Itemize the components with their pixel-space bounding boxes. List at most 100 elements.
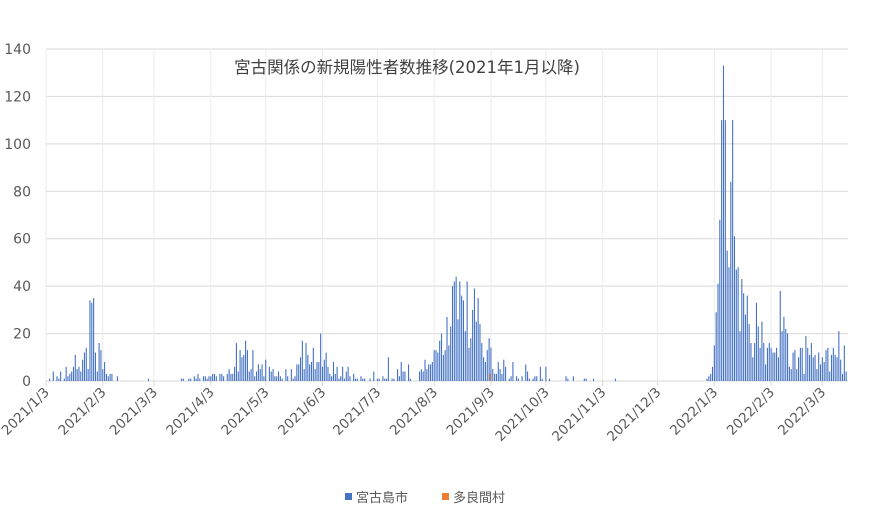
bar-miyakojima — [63, 378, 65, 381]
bar-miyakojima — [466, 281, 468, 381]
bar-miyakojima — [265, 359, 267, 381]
bar-miyakojima — [58, 378, 60, 381]
bar-miyakojima — [67, 376, 69, 381]
bar-miyakojima — [393, 378, 395, 381]
bar-miyakojima — [748, 324, 750, 381]
bar-miyakojima — [492, 369, 494, 381]
bars — [49, 65, 847, 382]
bar-miyakojima — [431, 362, 433, 381]
bar-miyakojima — [477, 298, 479, 381]
bar-miyakojima — [840, 359, 842, 381]
bar-miyakojima — [202, 376, 205, 381]
bar-miyakojima — [332, 362, 335, 381]
bar-miyakojima — [83, 352, 86, 381]
legend-label-miyakojima: 宮古島市 — [356, 490, 408, 506]
bar-miyakojima — [268, 366, 270, 381]
bar-miyakojima — [442, 354, 444, 381]
bar-miyakojima — [204, 376, 206, 381]
bar-miyakojima — [739, 331, 741, 381]
bar-miyakojima — [823, 362, 825, 381]
chart-title: 宮古関係の新規陽性者数推移(2021年1月以降) — [234, 58, 580, 77]
bar-miyakojima — [468, 347, 470, 381]
bar-miyakojima — [792, 352, 794, 381]
bar-miyakojima — [74, 354, 76, 381]
bar-miyakojima — [340, 376, 342, 381]
bar-miyakojima — [281, 378, 283, 381]
bar-miyakojima — [735, 269, 737, 381]
bar-miyakojima — [232, 373, 234, 381]
bar-miyakojima — [208, 376, 210, 381]
bar-miyakojima — [111, 373, 113, 381]
bar-miyakojima — [310, 362, 313, 381]
bar-miyakojima — [261, 364, 263, 381]
bar-miyakojima — [770, 347, 772, 381]
bar-miyakojima — [78, 366, 80, 381]
bar-miyakojima — [303, 369, 305, 381]
bar-miyakojima — [757, 326, 759, 381]
bar-miyakojima — [418, 371, 421, 381]
bar-miyakojima — [473, 288, 476, 381]
bar-miyakojima — [398, 376, 400, 381]
bar-miyakojima — [517, 378, 519, 381]
bar-miyakojima — [331, 376, 333, 381]
bar-miyakojima — [545, 366, 547, 381]
bar-miyakojima — [715, 312, 717, 381]
bar-miyakojima — [479, 324, 481, 381]
bar-miyakojima — [832, 347, 834, 381]
bar-miyakojima — [237, 371, 239, 381]
bar-miyakojima — [497, 362, 499, 381]
bar-miyakojima — [318, 362, 320, 381]
bar-miyakojima — [494, 373, 496, 381]
bar-miyakojima — [376, 378, 378, 381]
bar-miyakojima — [796, 369, 798, 381]
bar-miyakojima — [534, 376, 536, 381]
bar-miyakojima — [345, 371, 347, 381]
bar-miyakojima — [246, 350, 248, 381]
legend-swatch-taramason — [442, 493, 449, 500]
bar-miyakojima — [790, 369, 792, 381]
x-tick-label: 2021/8/3 — [387, 385, 441, 439]
bar-miyakojima — [724, 120, 726, 382]
bar-miyakojima — [490, 347, 492, 381]
bar-miyakojima — [72, 366, 75, 381]
bar-miyakojima — [754, 343, 756, 381]
bar-miyakojima — [829, 371, 831, 381]
bar-miyakojima — [453, 281, 455, 381]
bar-miyakojima — [210, 376, 212, 381]
bar-miyakojima — [816, 369, 818, 381]
legend-label-taramason: 多良間村 — [453, 490, 505, 506]
bar-miyakojima — [107, 376, 109, 381]
bar-miyakojima — [65, 366, 67, 381]
bar-miyakojima — [527, 371, 529, 381]
bar-miyakojima — [245, 340, 247, 381]
bar-miyakojima — [777, 357, 779, 381]
bar-miyakojima — [799, 347, 801, 381]
bar-miyakojima — [737, 267, 739, 381]
bar-miyakojima — [429, 364, 432, 381]
x-tick-label: 2022/2/3 — [724, 385, 778, 439]
bar-miyakojima — [354, 378, 356, 381]
bar-miyakojima — [437, 352, 439, 381]
x-tick-label: 2021/10/3 — [492, 385, 552, 445]
bar-miyakojima — [102, 369, 104, 381]
bar-miyakojima — [402, 371, 404, 381]
bar-miyakojima — [316, 362, 318, 381]
bar-miyakojima — [484, 362, 487, 381]
bar-miyakojima — [781, 331, 783, 381]
bar-miyakojima — [585, 378, 587, 381]
bar-miyakojima — [89, 300, 91, 381]
bar-miyakojima — [750, 343, 752, 381]
bar-miyakojima — [814, 354, 816, 381]
bar-miyakojima — [772, 352, 774, 381]
bar-miyakojima — [744, 314, 747, 381]
bar-miyakojima — [499, 369, 501, 381]
bar-miyakojima — [49, 378, 51, 381]
bar-miyakojima — [373, 371, 375, 381]
bar-miyakojima — [788, 366, 790, 381]
bar-miyakojima — [104, 362, 106, 381]
x-tick-label: 2021/11/3 — [549, 385, 609, 445]
bar-miyakojima — [776, 347, 778, 381]
bar-miyakojima — [312, 347, 314, 381]
bar-miyakojima — [274, 376, 276, 381]
